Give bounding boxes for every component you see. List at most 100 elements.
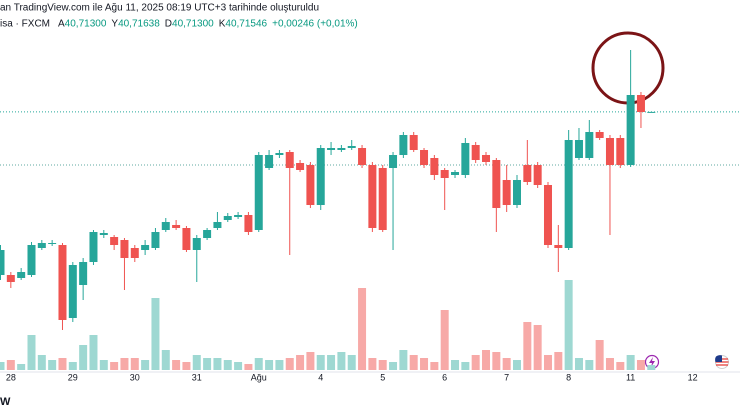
volume-bar [192,355,201,370]
candle-body [492,160,501,208]
volume-bar [203,358,212,370]
candle-body [161,222,170,230]
volume-bar [636,360,645,370]
field-value: 40,71546 [225,19,267,30]
volume-bar [265,360,274,370]
candle-body [647,111,656,113]
volume-bar [48,360,57,370]
volume-bar [626,355,635,370]
volume-bar [554,352,563,370]
symbol: isa · FXCM [0,19,50,30]
candle-body [17,272,26,278]
volume-bar [79,345,88,370]
candle-body [120,240,129,258]
volume-bar [306,352,315,370]
candle-body [605,138,614,165]
candle-body [141,245,150,250]
volume-bar [296,355,305,370]
x-tick-label: 4 [318,372,323,382]
volume-bar [533,325,542,370]
candle-body [378,168,387,230]
candle-body [99,233,108,235]
field-key: K [219,19,226,30]
volume-bar [285,358,294,370]
candle-body [574,140,583,158]
field-value: 40,71300 [172,19,214,30]
volume-bar [234,362,243,370]
candle-body [192,238,201,250]
candle-body [595,132,604,138]
volume-bar [420,358,429,370]
candle-body [585,132,594,158]
candle-body [626,95,635,165]
volume-bar [451,360,460,370]
volume-bar [37,355,46,370]
candle-body [0,250,5,275]
x-tick-label: 5 [380,372,385,382]
highlight-circle [591,31,665,105]
volume-bar [182,362,191,370]
candle-body [636,95,645,112]
volume-bar [327,355,336,370]
candle-body [554,245,563,248]
candle-body [409,135,418,150]
volume-bar [461,362,470,370]
candle-body [89,232,98,262]
candle-body [451,172,460,175]
field-value: 40,71300 [65,19,107,30]
candle-body [306,165,315,205]
candle-body [223,216,232,220]
candle-body [296,163,305,170]
x-tick-label: 6 [442,372,447,382]
candle-body [533,165,542,185]
change: +0,00246 (+0,01%) [272,19,358,30]
x-tick-label: 31 [192,372,202,382]
volume-bar [254,358,263,370]
x-tick-label: 29 [68,372,78,382]
volume-bar [6,360,15,370]
volume-bar [502,358,511,370]
volume-bar [161,350,170,370]
volume-bar [595,340,604,370]
volume-bar [605,358,614,370]
symbol-info: isa · FXCM A 40,71300 Y 40,71638 D 40,71300 K 4… [0,19,358,30]
created-note: an TradingView.com ile Ağu 11, 2025 08:1… [0,3,319,14]
volume-bar [99,360,108,370]
volume-bar [440,310,449,370]
candle-body [358,148,367,165]
candle-body [564,140,573,248]
volume-bar [120,358,129,370]
candle-body [27,245,36,275]
volume-bar [543,355,552,370]
field-key: A [58,19,65,30]
candle-body [275,153,284,155]
volume-bar [564,280,573,370]
candle-body [337,148,346,150]
field-key: D [165,19,172,30]
volume-bar [58,358,67,370]
candle-body [6,275,15,282]
candle-body [58,245,67,320]
x-tick-label: 11 [626,372,635,382]
candle-body [471,145,480,160]
candle-body [440,170,449,178]
x-tick-label: 28 [6,372,16,382]
volume-bar [213,358,222,370]
volume-bar [17,364,26,370]
volume-bar [430,362,439,370]
volume-bar [616,362,625,370]
volume-bar [409,355,418,370]
x-tick-label: Ağu [251,372,267,382]
volume-bar [378,360,387,370]
candle-body [151,232,160,248]
volume-bar [523,322,532,370]
field-key: Y [111,19,118,30]
volume-bar [347,355,356,370]
candle-body [461,143,470,175]
field-value: 40,71638 [118,19,160,30]
volume-bar [513,360,521,370]
volume-bar [172,360,181,370]
candle-body [513,180,521,205]
volume-bar [471,355,480,370]
volume-bar [0,362,5,370]
